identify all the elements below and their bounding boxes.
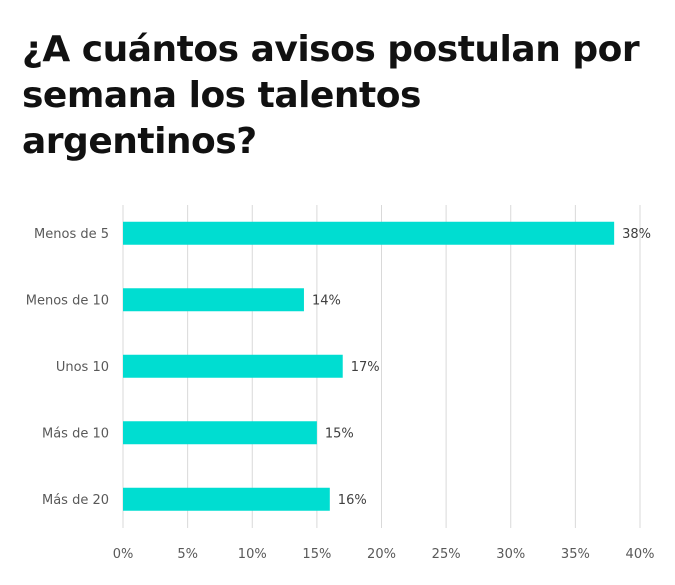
category-label: Menos de 10 [26,293,109,308]
x-tick-label: 5% [177,547,198,562]
data-label: 17% [351,360,380,375]
x-tick-label: 30% [496,547,525,562]
x-tick-label: 15% [302,547,331,562]
x-tick-label: 40% [626,547,655,562]
x-tick-label: 20% [367,547,396,562]
category-label: Más de 20 [42,493,109,508]
data-label: 16% [338,493,367,508]
x-tick-label: 25% [432,547,461,562]
x-tick-label: 0% [113,547,134,562]
bar [123,354,343,378]
page-title: ¿A cuántos avisos postulan por semana lo… [22,29,640,162]
category-label: Más de 10 [42,426,109,441]
data-label: 15% [325,426,354,441]
bar [123,288,304,312]
data-label: 38% [622,227,651,242]
category-label: Unos 10 [56,360,109,375]
bar [123,421,317,445]
x-tick-label: 10% [238,547,267,562]
data-label: 14% [312,293,341,308]
x-tick-label: 35% [561,547,590,562]
category-label: Menos de 5 [34,227,109,242]
bar [123,221,615,245]
bar [123,487,330,511]
